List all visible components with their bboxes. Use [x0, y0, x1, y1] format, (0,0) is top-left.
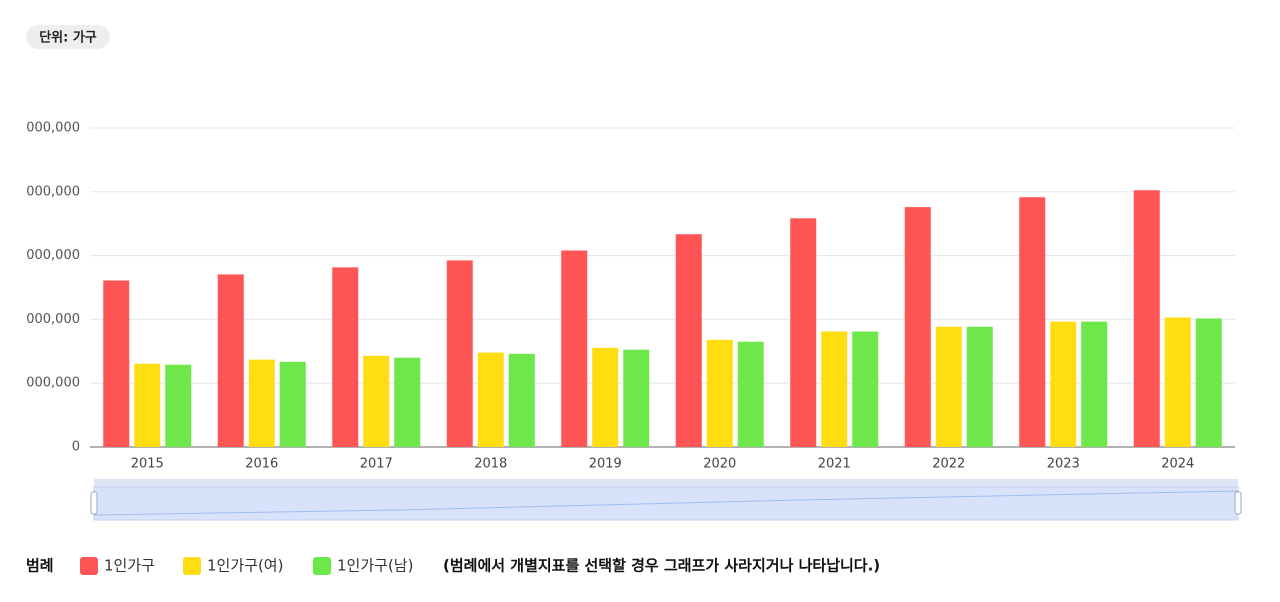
bar — [508, 353, 535, 447]
bar — [1164, 317, 1191, 447]
bar — [935, 326, 962, 447]
slider-track — [94, 479, 1238, 487]
bar — [821, 331, 848, 447]
bar — [675, 234, 702, 447]
y-tick-label: 000,000 — [26, 121, 80, 136]
bar — [279, 361, 306, 447]
bar — [1050, 321, 1077, 447]
unit-pill — [26, 25, 110, 49]
bar — [103, 280, 130, 447]
slider-handle[interactable] — [1234, 491, 1242, 515]
x-tick-label: 2020 — [703, 457, 736, 472]
bar — [1019, 197, 1046, 447]
legend-label[interactable]: 1인가구 — [104, 557, 155, 575]
bar — [217, 274, 244, 447]
unit-label: 단위: 가구 — [39, 30, 97, 46]
y-tick-label: 000,000 — [26, 184, 80, 199]
bar — [623, 349, 650, 447]
legend-swatch[interactable] — [183, 557, 201, 575]
x-tick-label: 2016 — [245, 457, 278, 472]
legend-label[interactable]: 1인가구(남) — [337, 557, 413, 575]
x-tick-label: 2018 — [474, 457, 507, 472]
legend-swatch[interactable] — [313, 557, 331, 575]
bar — [1081, 321, 1108, 447]
legend-swatch[interactable] — [80, 557, 98, 575]
bar — [332, 267, 359, 447]
bar — [592, 347, 619, 447]
bar — [248, 359, 275, 447]
bar — [394, 357, 421, 447]
bar — [852, 331, 879, 447]
bar — [1195, 318, 1222, 447]
x-tick-label: 2022 — [932, 457, 965, 472]
bar — [446, 260, 473, 447]
x-tick-label: 2015 — [131, 457, 164, 472]
x-tick-label: 2017 — [360, 457, 393, 472]
bar — [1133, 190, 1160, 447]
bar — [966, 326, 993, 447]
bar — [706, 339, 733, 447]
bar — [363, 355, 390, 447]
slider-preview — [93, 490, 1239, 516]
bar — [561, 250, 588, 447]
legend-note: (범례에서 개별지표를 선택할 경우 그래프가 사라지거나 나타납니다.) — [443, 557, 880, 575]
y-tick-label: 0 — [72, 440, 80, 455]
x-tick-label: 2019 — [589, 457, 622, 472]
x-tick-label: 2023 — [1047, 457, 1080, 472]
y-tick-label: 000,000 — [26, 312, 80, 327]
y-tick-label: 000,000 — [26, 248, 80, 263]
bar — [904, 207, 931, 447]
bar — [165, 364, 192, 447]
bar — [790, 218, 817, 447]
x-tick-label: 2021 — [818, 457, 851, 472]
legend-title: 범례 — [26, 557, 54, 575]
bar — [737, 341, 764, 447]
bar — [477, 352, 504, 447]
bar — [134, 363, 161, 447]
zoom-slider[interactable] — [90, 479, 1242, 521]
slider-handle[interactable] — [90, 491, 98, 515]
legend-label[interactable]: 1인가구(여) — [207, 557, 283, 575]
x-tick-label: 2024 — [1161, 457, 1194, 472]
y-tick-label: 000,000 — [26, 376, 80, 391]
